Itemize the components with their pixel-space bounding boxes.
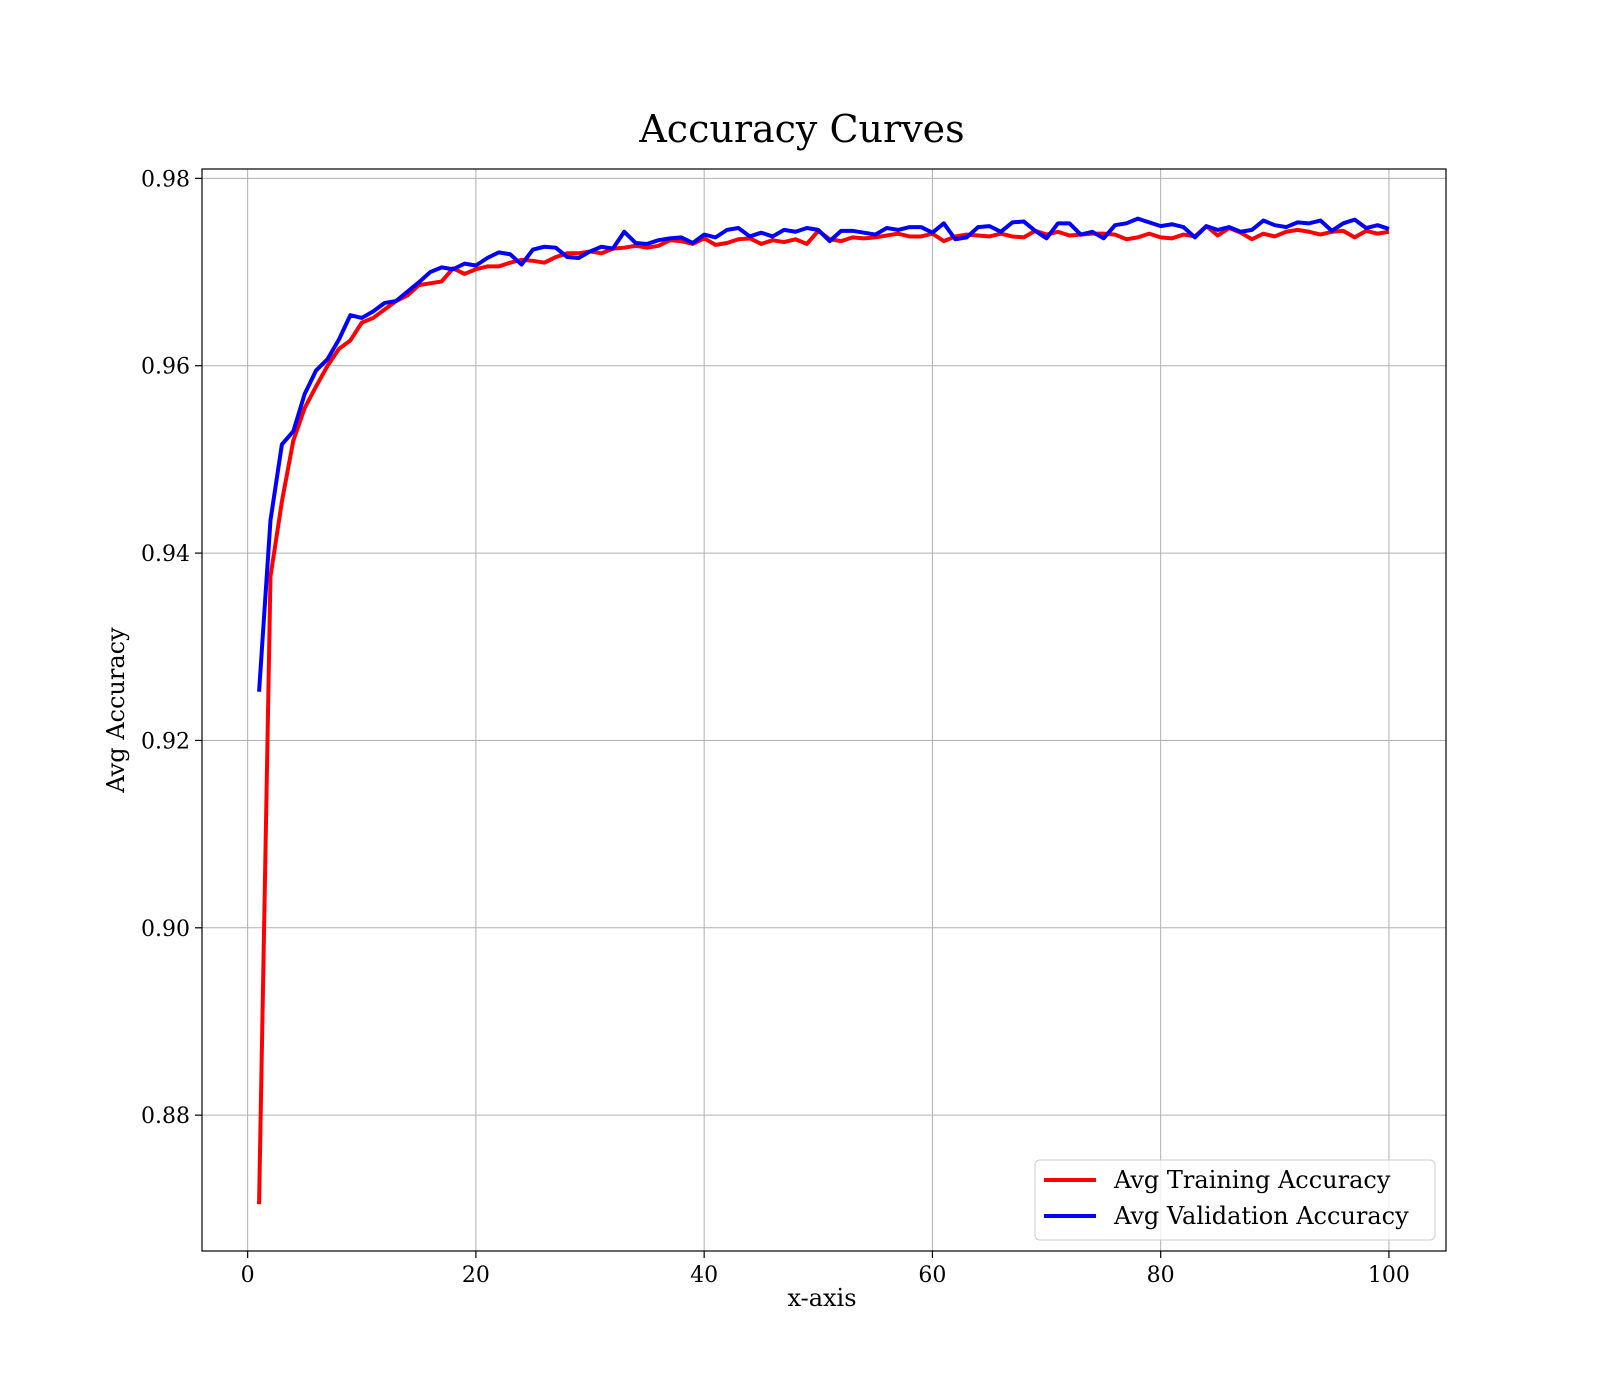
y-tick-label: 0.96 [141, 355, 190, 380]
training-accuracy-line [257, 224, 1390, 1205]
x-tick-label: 80 [1147, 1263, 1175, 1288]
legend-label-training: Avg Training Accuracy [1113, 1166, 1391, 1194]
validation-accuracy-line [257, 216, 1390, 692]
grid-lines [202, 169, 1446, 1251]
series-lines [257, 216, 1390, 1205]
legend-label-validation: Avg Validation Accuracy [1113, 1202, 1409, 1230]
y-tick-label: 0.94 [141, 542, 190, 567]
x-tick-label: 40 [690, 1263, 718, 1288]
x-tick-label: 20 [462, 1263, 490, 1288]
x-tick-label: 60 [918, 1263, 946, 1288]
y-tick-label: 0.90 [141, 917, 190, 942]
plot-frame [201, 168, 1447, 1252]
y-tick-label: 0.92 [141, 729, 190, 754]
y-tick-label: 0.88 [141, 1104, 190, 1129]
x-tick-label: 0 [241, 1263, 255, 1288]
axis-ticks: 0 20 40 60 80 100 0.88 0.90 0.92 0.94 0.96 0.98 [141, 167, 1410, 1288]
legend: Avg Training Accuracy Avg Validation Acc… [1034, 1159, 1436, 1241]
chart-title: Accuracy Curves [638, 107, 964, 151]
y-tick-label: 0.98 [141, 167, 190, 192]
x-tick-label: 100 [1368, 1263, 1410, 1288]
y-axis-label: Avg Accuracy [102, 627, 130, 794]
legend-box [1034, 1159, 1436, 1241]
x-axis-label: x-axis [787, 1284, 856, 1312]
